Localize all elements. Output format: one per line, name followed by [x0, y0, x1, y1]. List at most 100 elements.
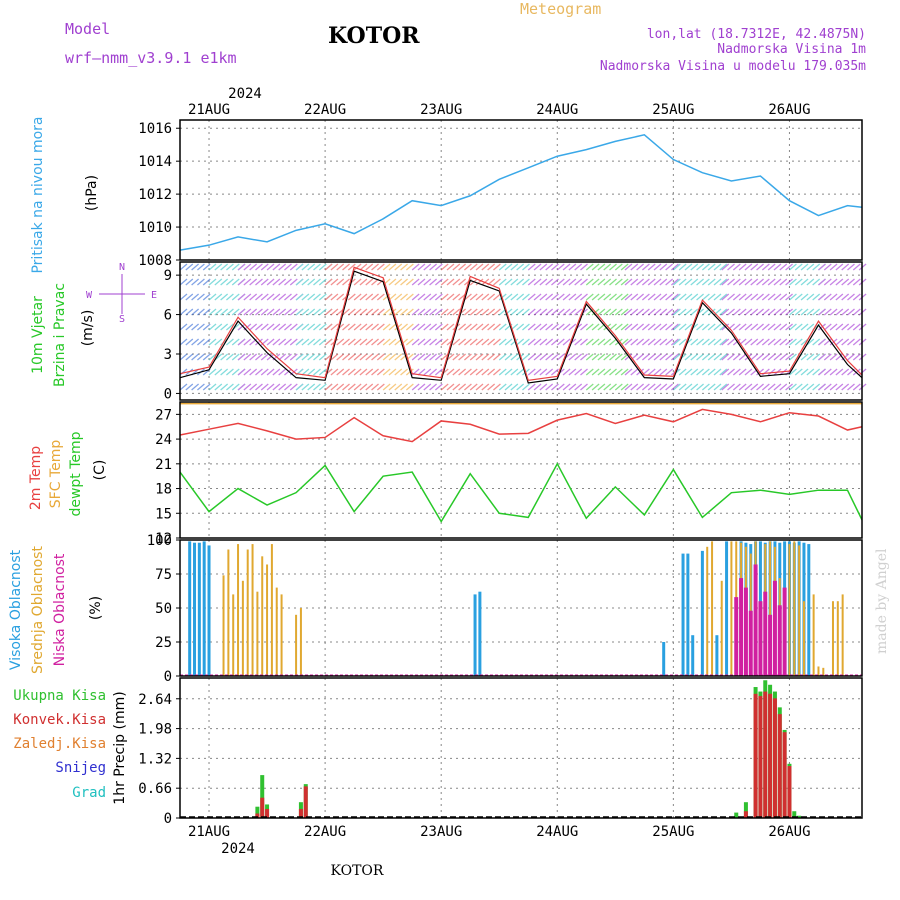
wind-barb: [818, 263, 826, 271]
wind-barb: [732, 263, 741, 271]
wind-barb: [185, 323, 194, 331]
wind-barb: [493, 323, 501, 331]
wind-barb: [231, 353, 240, 361]
wind-barb: [382, 263, 391, 271]
wind-barb: [750, 293, 759, 301]
wind-barb: [493, 278, 501, 286]
wind-barb: [353, 353, 362, 361]
wind-barb: [382, 308, 391, 316]
wind-barb: [185, 263, 194, 271]
wind-barb: [647, 353, 656, 361]
precip-bar: [298, 808, 303, 818]
cloud-ylabel: Visoka Oblacnost: [8, 549, 24, 670]
wind-barb: [382, 338, 391, 346]
wind-barb: [744, 338, 753, 346]
wind-barb: [376, 323, 385, 331]
wind-barb: [272, 293, 281, 301]
wind-barb: [313, 278, 321, 286]
wind-barb: [684, 308, 693, 316]
wind-barb: [785, 338, 794, 346]
wind-barb: [750, 308, 759, 316]
wind-barb: [226, 383, 234, 391]
wind-barb: [659, 368, 668, 376]
wind-barb: [794, 338, 803, 346]
wind-barb: [434, 323, 443, 331]
compass-s: S: [119, 314, 125, 325]
wind-barb: [690, 353, 699, 361]
wind-barb: [800, 323, 809, 331]
clouds-bar: [193, 542, 197, 676]
wind-barb: [423, 263, 432, 271]
wind-barb: [671, 263, 679, 271]
wind-barb: [597, 278, 606, 286]
wind-barb: [376, 383, 385, 391]
top-day-label: 23AUG: [420, 102, 462, 118]
precip-bar: [782, 732, 787, 818]
temperature-ytick: 27: [155, 407, 172, 423]
wind-barb: [620, 323, 629, 331]
wind-barb: [636, 293, 645, 301]
wind-barb: [289, 323, 298, 331]
wind-barb: [313, 353, 321, 361]
wind-barb: [446, 368, 455, 376]
wind-barb: [684, 353, 693, 361]
wind-barb: [829, 353, 838, 361]
wind-barb: [721, 368, 730, 376]
wind-barb: [744, 308, 753, 316]
wind-barb: [779, 308, 788, 316]
bottom-day-label: 22AUG: [304, 824, 346, 840]
wind-barb: [794, 278, 803, 286]
wind-barb: [324, 278, 333, 286]
clouds-frame: [179, 539, 863, 677]
wind-barb: [382, 368, 391, 376]
wind-barb: [835, 368, 844, 376]
wind-barb: [214, 293, 223, 301]
wind-barb: [738, 278, 747, 286]
wind-barb: [659, 293, 668, 301]
clouds-bar: [798, 545, 801, 676]
wind-barb: [841, 263, 850, 271]
wind-barb: [624, 308, 633, 316]
clouds-bar: [802, 601, 805, 676]
clouds-ytick: 0: [164, 669, 172, 685]
wind-barb: [665, 293, 674, 301]
wind-barb: [220, 368, 229, 376]
wind-barb: [179, 293, 188, 301]
wind-barb: [202, 263, 211, 271]
clouds-bar: [478, 591, 482, 676]
wind-series-line: [179, 270, 863, 384]
wind-barb: [732, 383, 741, 391]
clouds-bar: [227, 549, 230, 676]
wind-barb: [214, 383, 223, 391]
wind-barb: [678, 368, 687, 376]
wind-barb: [823, 368, 832, 376]
wind-barb: [665, 338, 674, 346]
wind-barb: [260, 278, 269, 286]
wind-barb: [719, 293, 728, 301]
wind-barb: [527, 263, 536, 271]
wind-barb: [498, 263, 507, 271]
wind-barb: [829, 368, 838, 376]
wind-barb: [353, 308, 362, 316]
wind-barb: [301, 278, 310, 286]
wind-barb: [806, 368, 815, 376]
wind-barb: [678, 383, 687, 391]
wind-barb: [452, 338, 461, 346]
wind-barb: [574, 263, 583, 271]
wind-barb: [636, 278, 645, 286]
wind-barb: [568, 293, 577, 301]
precip-ytick: 1.98: [138, 722, 172, 738]
temperature-grid: [180, 402, 862, 538]
pressure-series-line: [179, 134, 863, 251]
wind-barb: [672, 383, 681, 391]
precip-frame: [179, 677, 863, 819]
clouds-bar: [662, 642, 666, 676]
wind-barb: [249, 308, 258, 316]
wind-barb: [475, 278, 484, 286]
wind-barb: [609, 323, 617, 331]
wind-barb: [533, 383, 542, 391]
wind-barb: [756, 263, 764, 271]
wind-barb: [481, 308, 490, 316]
wind-barb: [630, 383, 639, 391]
wind-barb: [255, 308, 263, 316]
